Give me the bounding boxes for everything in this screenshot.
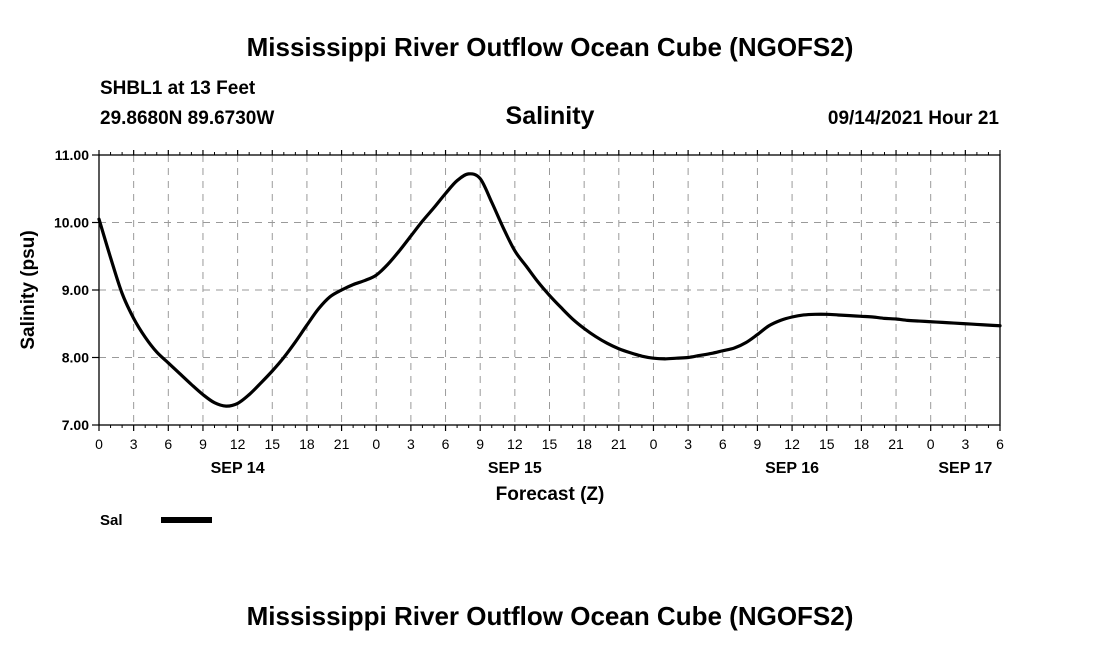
legend: Sal (100, 512, 212, 529)
date-labels: SEP 14 SEP 15 SEP 16 SEP 17 (211, 460, 993, 477)
x-axis: 0 3 6 9 12 15 18 21 0 3 6 9 12 15 18 21 0 3 6 9 12 15 18 21 0 3 6 (95, 150, 1004, 452)
legend-label-sal: Sal (100, 512, 123, 529)
date-label-1: SEP 15 (488, 460, 542, 477)
x-tick-label-13: 15 (542, 436, 558, 452)
x-tick-label-2: 6 (164, 436, 172, 452)
y-axis-label: Salinity (psu) (18, 230, 39, 349)
x-tick-label-12: 12 (507, 436, 523, 452)
x-tick-label-25: 3 (961, 436, 969, 452)
x-tick-label-15: 21 (611, 436, 627, 452)
x-tick-label-26: 6 (996, 436, 1004, 452)
y-tick-label-4: 11.00 (55, 147, 89, 163)
x-axis-label: Forecast (Z) (496, 484, 605, 505)
station-name: SHBL1 at 13 Feet (100, 78, 256, 99)
date-label-0: SEP 14 (211, 460, 265, 477)
x-tick-label-6: 18 (299, 436, 315, 452)
x-tick-label-14: 18 (576, 436, 592, 452)
page-title: Mississippi River Outflow Ocean Cube (NG… (247, 32, 854, 62)
forecast-timestamp: 09/14/2021 Hour 21 (828, 108, 1000, 129)
y-tick-label-1: 8.00 (62, 350, 89, 366)
x-tick-label-11: 9 (476, 436, 484, 452)
x-tick-label-19: 9 (754, 436, 762, 452)
chart-title: Salinity (506, 102, 595, 130)
y-tick-label-0: 7.00 (62, 417, 89, 433)
grid-lines (99, 155, 1000, 425)
x-tick-label-23: 21 (888, 436, 904, 452)
x-tick-label-1: 3 (130, 436, 138, 452)
x-tick-label-4: 12 (230, 436, 246, 452)
footer-title: Mississippi River Outflow Ocean Cube (NG… (247, 601, 854, 631)
plot-frame (98, 154, 1001, 426)
x-tick-label-7: 21 (334, 436, 350, 452)
x-tick-label-24: 0 (927, 436, 935, 452)
y-tick-label-2: 9.00 (62, 282, 89, 298)
x-tick-label-16: 0 (650, 436, 658, 452)
x-tick-label-5: 15 (264, 436, 280, 452)
x-tick-label-0: 0 (95, 436, 103, 452)
x-tick-label-18: 6 (719, 436, 727, 452)
date-label-2: SEP 16 (765, 460, 819, 477)
series-line-sal (97, 172, 1002, 408)
x-tick-label-9: 3 (407, 436, 415, 452)
x-tick-label-20: 12 (784, 436, 800, 452)
x-tick-label-17: 3 (684, 436, 692, 452)
x-tick-label-8: 0 (372, 436, 380, 452)
station-coordinates: 29.8680N 89.6730W (100, 108, 274, 129)
y-axis: 7.00 8.00 9.00 10.00 11.00 (54, 147, 99, 433)
x-tick-label-21: 15 (819, 436, 835, 452)
x-tick-label-22: 18 (854, 436, 870, 452)
date-label-3: SEP 17 (938, 460, 992, 477)
y-tick-label-3: 10.00 (54, 215, 89, 231)
x-tick-label-10: 6 (442, 436, 450, 452)
x-tick-label-3: 9 (199, 436, 207, 452)
